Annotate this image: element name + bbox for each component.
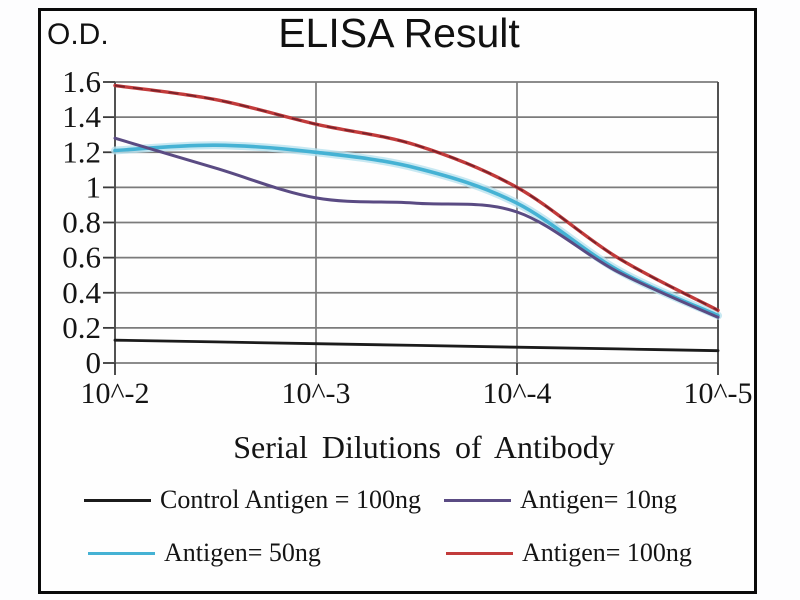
y-tick-label: 1.6 <box>62 64 101 99</box>
y-tick-label: 0.4 <box>62 275 101 310</box>
legend-line-swatch-purple <box>444 498 511 502</box>
y-tick-label: 1.4 <box>62 99 101 134</box>
series-line-halo-antigen-50ng <box>111 141 722 320</box>
y-tick-label: 0.2 <box>62 310 101 345</box>
x-tick-label: 10^-2 <box>80 377 149 410</box>
x-tick-label: 10^-3 <box>281 377 350 410</box>
legend-label: Antigen= 10ng <box>520 485 677 514</box>
legend-item-control-antigen-100ng: Control Antigen = 100ng <box>84 485 421 515</box>
x-tick-label: 10^-4 <box>482 377 551 410</box>
y-tick-label: 0 <box>86 345 102 380</box>
y-tick-label: 0.8 <box>62 205 101 240</box>
series-line-control-antigen-100ng <box>113 338 720 353</box>
legend-line-swatch-red <box>446 551 513 555</box>
y-axis-unit-label: O.D. <box>47 18 109 51</box>
y-tick-label: 1.2 <box>62 134 101 169</box>
chart-title: ELISA Result <box>278 10 520 56</box>
y-tick-label: 1 <box>86 169 102 204</box>
legend-line-swatch-cyan <box>88 551 155 555</box>
legend-label: Antigen= 100ng <box>522 538 692 567</box>
legend-label: Antigen= 50ng <box>164 538 321 567</box>
series-line-antigen-10ng <box>113 136 720 319</box>
x-axis-title: Serial Dilutions of Antibody <box>233 429 615 465</box>
legend-label: Control Antigen = 100ng <box>160 485 421 514</box>
y-tick-label: 0.6 <box>62 240 101 275</box>
legend-item-antigen-100ng: Antigen= 100ng <box>446 538 692 568</box>
series-line-antigen-50ng <box>113 143 720 318</box>
x-tick-label: 10^-5 <box>683 377 752 410</box>
figure-border <box>38 8 757 594</box>
series-line-dash-overlay-antigen-100ng <box>114 84 719 312</box>
legend-item-antigen-10ng: Antigen= 10ng <box>444 485 677 515</box>
legend-line-swatch-black <box>84 498 151 502</box>
legend-item-antigen-50ng: Antigen= 50ng <box>88 538 321 568</box>
